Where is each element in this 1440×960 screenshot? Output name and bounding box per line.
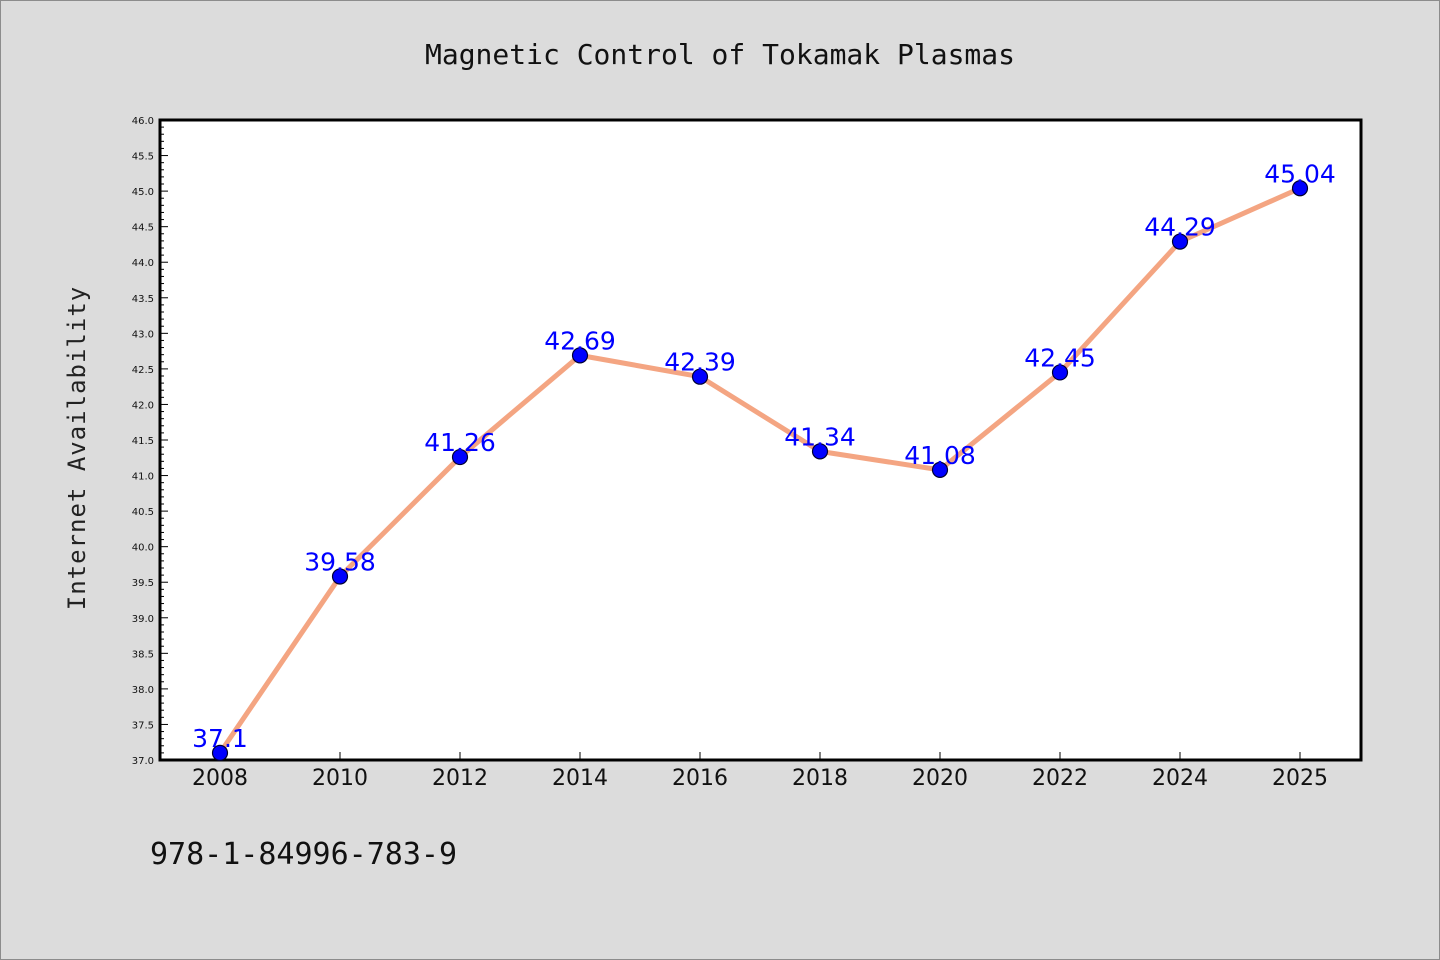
x-tick-label: 2016 bbox=[672, 766, 728, 791]
x-tick-label: 2024 bbox=[1152, 766, 1208, 791]
y-tick-label: 38.0 bbox=[132, 685, 154, 696]
data-point bbox=[1291, 180, 1309, 197]
x-tick-label: 2022 bbox=[1032, 766, 1088, 791]
data-label: 42.39 bbox=[664, 348, 736, 377]
data-point bbox=[811, 443, 829, 460]
x-tick-label: 2020 bbox=[912, 766, 968, 791]
y-tick-label: 44.0 bbox=[132, 258, 154, 269]
data-point bbox=[451, 448, 469, 466]
data-label: 41.26 bbox=[424, 428, 496, 457]
y-tick-label: 43.0 bbox=[132, 329, 154, 340]
isbn-text: 978-1-84996-783-9 bbox=[150, 837, 457, 872]
chart-title: Magnetic Control of Tokamak Plasmas bbox=[425, 38, 1015, 71]
data-label: 45.04 bbox=[1264, 159, 1336, 188]
y-tick-label: 45.0 bbox=[132, 187, 154, 198]
plot-area bbox=[158, 118, 1363, 762]
y-tick-label: 40.0 bbox=[132, 543, 154, 554]
x-tick-label: 2012 bbox=[432, 766, 488, 791]
data-point bbox=[331, 568, 349, 585]
y-tick-label: 45.5 bbox=[132, 152, 154, 163]
data-point bbox=[1051, 364, 1069, 381]
x-tick-label: 2018 bbox=[792, 766, 848, 791]
data-point bbox=[1171, 233, 1189, 250]
y-tick-label: 37.0 bbox=[132, 756, 154, 767]
y-tick-label: 43.5 bbox=[132, 294, 154, 305]
data-label: 42.69 bbox=[544, 326, 616, 355]
data-point bbox=[691, 368, 709, 385]
data-label: 42.45 bbox=[1024, 343, 1096, 372]
data-label: 41.34 bbox=[784, 422, 856, 451]
y-tick-label: 40.5 bbox=[132, 507, 154, 518]
x-axis-ticks: 2008 2010 2012 2014 2016 2018 2020 2022 2024 2025 bbox=[192, 752, 1328, 791]
y-axis-ticks: 37.0 37.5 38.0 38.5 39.0 39.5 40.0 40.5 41.0 41.5… bbox=[132, 116, 168, 767]
data-label: 37.1 bbox=[192, 724, 248, 753]
y-tick-label: 46.0 bbox=[132, 116, 154, 127]
data-point bbox=[571, 347, 589, 364]
y-tick-label: 41.5 bbox=[132, 436, 154, 447]
data-point bbox=[931, 461, 949, 478]
y-tick-label: 41.0 bbox=[132, 472, 154, 483]
y-tick-label: 37.5 bbox=[132, 720, 154, 731]
data-labels: 37.1 39.58 41.26 42.69 42.39 41.34 41.08 42.45 4… bbox=[192, 159, 1336, 753]
data-markers bbox=[211, 180, 1309, 761]
y-tick-label: 42.5 bbox=[132, 365, 154, 376]
series-line bbox=[217, 185, 1302, 755]
x-tick-label: 2014 bbox=[552, 766, 608, 791]
y-tick-label: 39.5 bbox=[132, 578, 154, 589]
x-tick-label: 2008 bbox=[192, 766, 248, 791]
data-point bbox=[211, 744, 229, 761]
y-tick-label: 38.5 bbox=[132, 649, 154, 660]
x-tick-label: 2010 bbox=[312, 766, 368, 791]
y-axis-label: Internet Availability bbox=[63, 286, 91, 610]
y-tick-label: 39.0 bbox=[132, 614, 154, 625]
data-label: 44.29 bbox=[1144, 213, 1216, 242]
y-tick-label: 44.5 bbox=[132, 223, 154, 234]
data-label: 39.58 bbox=[304, 548, 376, 577]
x-tick-label: 2025 bbox=[1272, 766, 1328, 791]
y-tick-label: 42.0 bbox=[132, 400, 154, 411]
data-label: 41.08 bbox=[904, 441, 976, 470]
